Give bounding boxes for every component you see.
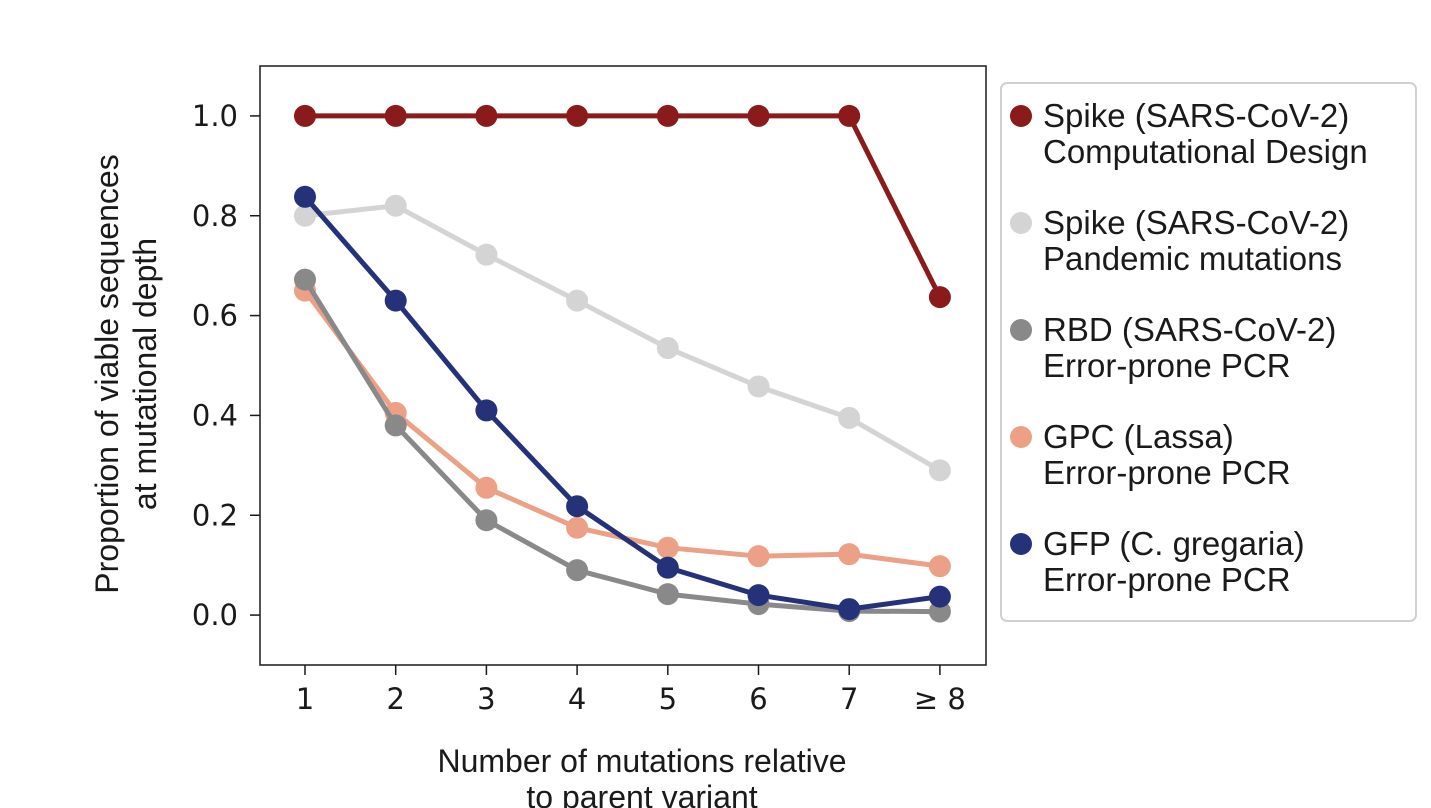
data-point bbox=[384, 194, 407, 217]
data-point bbox=[566, 289, 589, 312]
data-point bbox=[838, 543, 861, 566]
legend-label-line-2: Error-prone PCR bbox=[1043, 454, 1291, 491]
data-point bbox=[656, 536, 679, 559]
legend-label-line-2: Error-prone PCR bbox=[1043, 347, 1291, 384]
x-tick-label: 6 bbox=[749, 682, 767, 716]
y-tick-label: 0.6 bbox=[192, 299, 238, 333]
series-layer bbox=[294, 104, 951, 623]
legend-label-line-1: RBD (SARS-CoV-2) bbox=[1043, 311, 1336, 348]
data-point bbox=[475, 509, 498, 532]
legend-label-line-2: Error-prone PCR bbox=[1043, 561, 1291, 598]
data-point bbox=[928, 286, 951, 309]
data-point bbox=[656, 583, 679, 606]
y-tick-label: 0.0 bbox=[192, 598, 238, 632]
data-point bbox=[566, 104, 589, 127]
data-point bbox=[747, 104, 770, 127]
legend-label-line-1: Spike (SARS-CoV-2) bbox=[1043, 204, 1349, 241]
data-point bbox=[384, 414, 407, 437]
data-point bbox=[475, 399, 498, 422]
x-axis-label-line-2: to parent variant bbox=[526, 779, 757, 808]
x-tick-label: 5 bbox=[659, 682, 677, 716]
data-point bbox=[747, 375, 770, 398]
legend-marker bbox=[1010, 212, 1032, 234]
data-point bbox=[384, 104, 407, 127]
legend-marker bbox=[1010, 319, 1032, 341]
x-tick-label: ≥ 8 bbox=[914, 682, 966, 716]
legend-label-line-1: GPC (Lassa) bbox=[1043, 418, 1234, 455]
x-axis-label-line-1: Number of mutations relative bbox=[437, 743, 846, 779]
series-line bbox=[302, 278, 940, 615]
series-line bbox=[304, 203, 942, 473]
x-tick-label: 3 bbox=[477, 682, 495, 716]
data-point bbox=[475, 476, 498, 499]
data-point bbox=[384, 289, 407, 312]
x-tick-label: 4 bbox=[568, 682, 586, 716]
legend: Spike (SARS-CoV-2)Computational DesignSp… bbox=[1010, 97, 1368, 598]
data-point bbox=[475, 104, 498, 127]
data-point bbox=[838, 598, 861, 621]
data-point bbox=[656, 556, 679, 579]
legend-box bbox=[1000, 82, 1417, 622]
data-point bbox=[747, 545, 770, 568]
series-1 bbox=[294, 194, 951, 482]
y-tick-label: 0.2 bbox=[192, 498, 238, 532]
x-tick-label: 7 bbox=[840, 682, 858, 716]
legend-label-line-2: Computational Design bbox=[1043, 133, 1368, 170]
legend-entry: Spike (SARS-CoV-2)Computational Design bbox=[1010, 97, 1368, 170]
data-point bbox=[566, 559, 589, 582]
legend-marker bbox=[1010, 426, 1032, 448]
y-tick-label: 0.8 bbox=[192, 199, 238, 233]
legend-label-line-1: GFP (C. gregaria) bbox=[1043, 525, 1305, 562]
legend-entry: GPC (Lassa)Error-prone PCR bbox=[1010, 418, 1291, 491]
data-point bbox=[294, 104, 316, 127]
legend-marker bbox=[1010, 105, 1032, 127]
data-point bbox=[747, 584, 770, 607]
series-line bbox=[305, 113, 943, 299]
data-point bbox=[566, 516, 589, 539]
y-axis-label-line-1: Proportion of viable sequences bbox=[89, 154, 125, 593]
data-point bbox=[566, 495, 589, 518]
x-tick-label: 2 bbox=[386, 682, 404, 716]
data-point bbox=[928, 555, 951, 578]
x-axis: 1 2 3 4 5 6 7 ≥ 8 bbox=[296, 665, 966, 716]
data-point bbox=[294, 268, 316, 291]
data-point bbox=[928, 459, 951, 482]
plot-area bbox=[259, 65, 987, 666]
legend-marker bbox=[1010, 533, 1032, 555]
data-point bbox=[656, 337, 679, 360]
data-point bbox=[928, 585, 951, 608]
series-line bbox=[303, 195, 941, 612]
legend-entry: GFP (C. gregaria)Error-prone PCR bbox=[1010, 525, 1305, 598]
data-point bbox=[294, 185, 316, 208]
data-point bbox=[475, 243, 498, 266]
data-point bbox=[656, 104, 679, 127]
y-axis: 0.0 0.2 0.4 0.6 0.8 1.0 bbox=[192, 99, 260, 632]
series-0 bbox=[294, 104, 951, 309]
data-point bbox=[838, 406, 861, 429]
series-4 bbox=[294, 185, 951, 621]
legend-label-line-2: Pandemic mutations bbox=[1043, 240, 1342, 277]
y-tick-label: 1.0 bbox=[192, 99, 238, 133]
y-tick-label: 0.4 bbox=[192, 398, 238, 432]
legend-label-line-1: Spike (SARS-CoV-2) bbox=[1043, 97, 1349, 134]
y-axis-label-line-2: at mutational depth bbox=[127, 238, 163, 510]
legend-entry: RBD (SARS-CoV-2)Error-prone PCR bbox=[1010, 311, 1336, 384]
legend-entry: Spike (SARS-CoV-2)Pandemic mutations bbox=[1010, 204, 1349, 277]
data-point bbox=[838, 104, 861, 127]
data-point bbox=[294, 204, 316, 227]
x-tick-label: 1 bbox=[296, 682, 314, 716]
